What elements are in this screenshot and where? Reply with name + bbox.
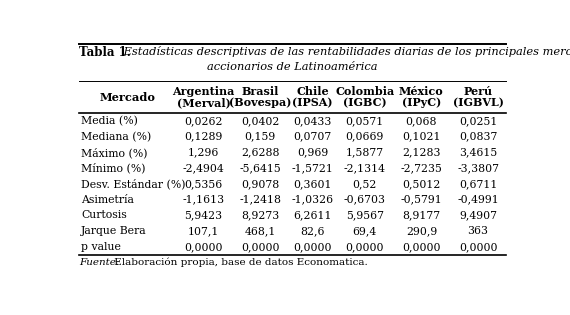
Text: 0,52: 0,52 — [352, 179, 377, 189]
Text: p value: p value — [81, 242, 121, 252]
Text: 0,969: 0,969 — [297, 147, 328, 158]
Text: 468,1: 468,1 — [245, 226, 276, 236]
Text: 8,9177: 8,9177 — [402, 210, 441, 220]
Text: 0,0262: 0,0262 — [184, 116, 223, 126]
Text: Chile: Chile — [296, 86, 329, 96]
Text: Curtosis: Curtosis — [81, 210, 127, 220]
Text: (IGBC): (IGBC) — [343, 97, 386, 108]
Text: 0,1289: 0,1289 — [184, 132, 223, 142]
Text: 82,6: 82,6 — [300, 226, 325, 236]
Text: (IPyC): (IPyC) — [402, 97, 441, 108]
Text: Elaboración propia, base de datos Economatica.: Elaboración propia, base de datos Econom… — [111, 258, 368, 267]
Text: accionarios de Latinoamérica: accionarios de Latinoamérica — [207, 62, 377, 72]
Text: 8,9273: 8,9273 — [241, 210, 279, 220]
Text: -0,4991: -0,4991 — [457, 195, 499, 205]
Text: 363: 363 — [467, 226, 488, 236]
Text: Mercado: Mercado — [99, 92, 155, 103]
Text: Jarque Bera: Jarque Bera — [81, 226, 146, 236]
Text: 0,0000: 0,0000 — [241, 242, 279, 252]
Text: -1,0326: -1,0326 — [291, 195, 333, 205]
Text: 0,0000: 0,0000 — [402, 242, 441, 252]
Text: Mediana (%): Mediana (%) — [81, 131, 151, 142]
Text: México: México — [399, 86, 444, 96]
Text: 107,1: 107,1 — [188, 226, 219, 236]
Text: Colombia: Colombia — [335, 86, 394, 96]
Text: -1,1613: -1,1613 — [182, 195, 225, 205]
Text: 1,5877: 1,5877 — [345, 147, 384, 158]
Text: 0,5012: 0,5012 — [402, 179, 441, 189]
Text: 0,0402: 0,0402 — [241, 116, 279, 126]
Text: -1,2418: -1,2418 — [239, 195, 281, 205]
Text: -0,6703: -0,6703 — [344, 195, 386, 205]
Text: (IGBVL): (IGBVL) — [453, 97, 503, 108]
Text: 2,6288: 2,6288 — [241, 147, 279, 158]
Text: Media (%): Media (%) — [81, 116, 138, 126]
Text: Máximo (%): Máximo (%) — [81, 147, 148, 158]
Text: 5,9423: 5,9423 — [184, 210, 222, 220]
Text: Estadísticas descriptivas de las rentabilidades diarias de los principales merca: Estadísticas descriptivas de las rentabi… — [120, 46, 570, 57]
Text: 69,4: 69,4 — [353, 226, 377, 236]
Text: (Merval): (Merval) — [177, 97, 230, 108]
Text: -2,4904: -2,4904 — [182, 163, 225, 173]
Text: (IPSA): (IPSA) — [292, 97, 333, 108]
Text: Perú: Perú — [463, 86, 492, 96]
Text: 0,0837: 0,0837 — [459, 132, 497, 142]
Text: 0,068: 0,068 — [406, 116, 437, 126]
Text: Fuente:: Fuente: — [79, 258, 120, 267]
Text: 0,6711: 0,6711 — [459, 179, 497, 189]
Text: 9,4907: 9,4907 — [459, 210, 497, 220]
Text: 0,0571: 0,0571 — [345, 116, 384, 126]
Text: 0,9078: 0,9078 — [241, 179, 279, 189]
Text: Tabla 1.: Tabla 1. — [79, 46, 131, 59]
Text: 2,1283: 2,1283 — [402, 147, 441, 158]
Text: -2,1314: -2,1314 — [344, 163, 386, 173]
Text: 6,2611: 6,2611 — [293, 210, 332, 220]
Text: -5,6415: -5,6415 — [239, 163, 281, 173]
Text: -3,3807: -3,3807 — [457, 163, 499, 173]
Text: (Bovespa): (Bovespa) — [229, 97, 291, 108]
Text: -0,5791: -0,5791 — [401, 195, 442, 205]
Text: 290,9: 290,9 — [406, 226, 437, 236]
Text: 0,0000: 0,0000 — [293, 242, 332, 252]
Text: Brasil: Brasil — [242, 86, 279, 96]
Text: 0,159: 0,159 — [245, 132, 276, 142]
Text: 0,0669: 0,0669 — [345, 132, 384, 142]
Text: 0,1021: 0,1021 — [402, 132, 441, 142]
Text: -2,7235: -2,7235 — [401, 163, 442, 173]
Text: 0,5356: 0,5356 — [184, 179, 222, 189]
Text: 3,4615: 3,4615 — [459, 147, 497, 158]
Text: 0,3601: 0,3601 — [293, 179, 332, 189]
Text: 1,296: 1,296 — [188, 147, 219, 158]
Text: 0,0251: 0,0251 — [459, 116, 497, 126]
Text: 0,0707: 0,0707 — [294, 132, 332, 142]
Text: Desv. Estándar (%): Desv. Estándar (%) — [81, 179, 185, 189]
Text: 0,0000: 0,0000 — [459, 242, 497, 252]
Text: 0,0000: 0,0000 — [184, 242, 223, 252]
Text: Asimetría: Asimetría — [81, 195, 134, 205]
Text: 5,9567: 5,9567 — [346, 210, 384, 220]
Text: -1,5721: -1,5721 — [291, 163, 333, 173]
Text: 0,0433: 0,0433 — [293, 116, 332, 126]
Text: 0,0000: 0,0000 — [345, 242, 384, 252]
Text: Argentina: Argentina — [172, 86, 235, 96]
Text: Mínimo (%): Mínimo (%) — [81, 163, 145, 174]
